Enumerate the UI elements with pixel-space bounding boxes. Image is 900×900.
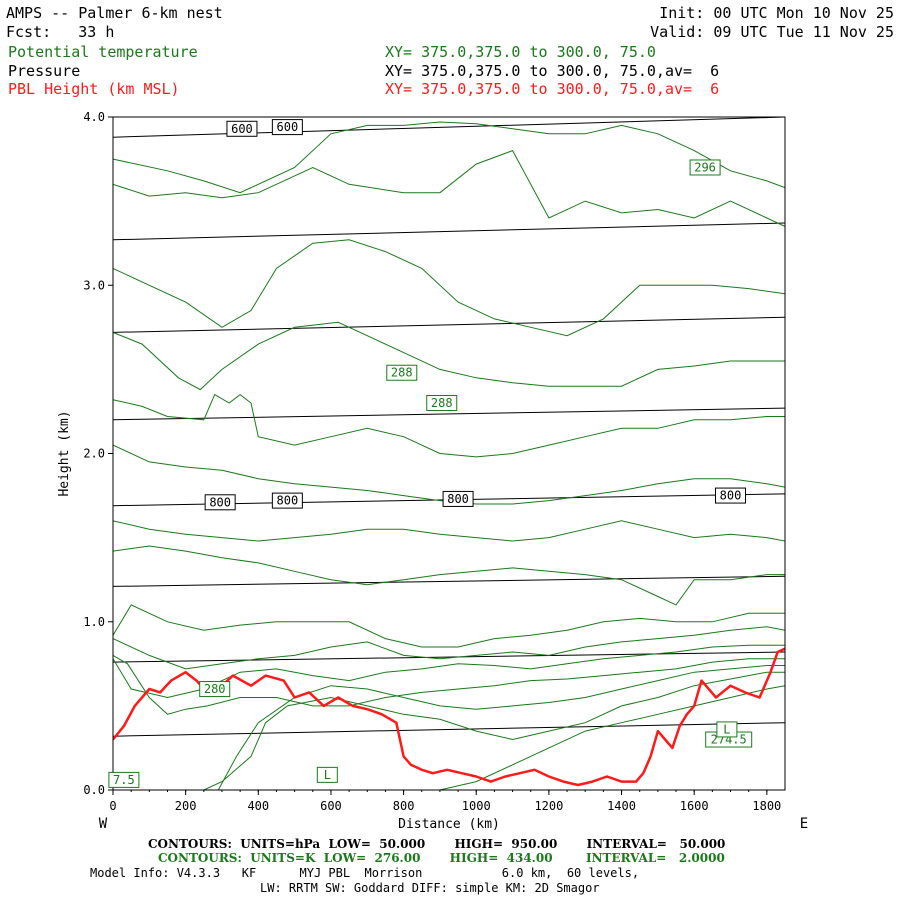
theta-label: 288 — [386, 364, 418, 381]
y-tick-label: 1.0 — [83, 615, 105, 629]
theta-label-text: L — [324, 768, 331, 782]
valid-time: Valid: 09 UTC Tue 11 Nov 25 — [650, 23, 894, 41]
x-tick-label: 200 — [175, 799, 197, 813]
pressure-label-text: 600 — [277, 120, 299, 134]
pressure-label: 600 — [271, 119, 303, 136]
legend-pbl-xy: XY= 375.0,375.0 to 300.0, 75.0,av= 6 — [385, 80, 720, 98]
pressure-contour-600 — [113, 117, 785, 138]
pressure-label-text: 800 — [447, 492, 469, 506]
theta-label-box — [316, 766, 338, 783]
legend-theta-xy: XY= 375.0,375.0 to 300.0, 75.0 — [385, 43, 656, 61]
x-tick-label: 400 — [247, 799, 269, 813]
x-tick-label: 1400 — [607, 799, 636, 813]
theta-contour-15 — [439, 685, 785, 790]
pressure-contour-750 — [113, 407, 785, 421]
theta-label-text: 288 — [391, 366, 413, 380]
theta-label-box — [689, 159, 721, 176]
pressure-label-box — [271, 492, 303, 509]
pressure-contour-850 — [113, 575, 785, 587]
theta-label: 280 — [199, 681, 231, 698]
forecast-hour: Fcst: 33 h — [6, 23, 115, 41]
theta-label: L — [316, 766, 338, 783]
pressure-label: 800 — [271, 492, 303, 509]
theta-contour-7 — [113, 520, 785, 542]
pressure-contour-900 — [113, 651, 785, 663]
theta-contour-3 — [113, 239, 785, 337]
pressure-contour-700 — [113, 316, 785, 333]
y-axis-label: Height (km) — [57, 410, 72, 496]
theta-label-box — [108, 771, 140, 788]
theta-label-text: 7.5 — [113, 773, 135, 787]
west-label: W — [99, 816, 108, 832]
x-tick-label: 1000 — [462, 799, 491, 813]
theta-contour-1 — [113, 121, 785, 194]
footer-contours-pressure: CONTOURS: UNITS=hPa LOW= 50.000 HIGH= 95… — [148, 837, 726, 851]
pressure-label-box — [271, 119, 303, 136]
model-title: AMPS -- Palmer 6-km nest — [6, 4, 223, 22]
theta-label: 296 — [689, 159, 721, 176]
theta-label-box — [426, 395, 458, 412]
x-tick-label: 0 — [109, 799, 116, 813]
y-tick-label: 4.0 — [83, 110, 105, 124]
pressure-label-box — [715, 487, 747, 504]
theta-label-text: 296 — [694, 160, 716, 174]
x-tick-label: 600 — [320, 799, 342, 813]
theta-contour-4 — [113, 321, 785, 391]
theta-label: 288 — [426, 395, 458, 412]
theta-label-box — [386, 364, 418, 381]
pbl-height-line — [113, 647, 785, 787]
x-axis-label: Distance (km) — [398, 817, 500, 832]
footer-contours-theta: CONTOURS: UNITS=K LOW= 276.00 HIGH= 434.… — [158, 851, 725, 865]
footer-physics-info: LW: RRTM SW: Goddard DIFF: simple KM: 2D… — [260, 881, 600, 895]
theta-label-box — [199, 681, 231, 698]
pressure-label-box — [226, 120, 258, 137]
pressure-label: 800 — [204, 494, 236, 511]
legend-pressure-xy: XY= 375.0,375.0 to 300.0, 75.0,av= 6 — [385, 62, 720, 80]
theta-contour-10 — [113, 626, 785, 670]
east-label: E — [800, 816, 808, 832]
pressure-label-text: 800 — [209, 495, 231, 509]
init-time: Init: 00 UTC Mon 10 Nov 25 — [659, 4, 894, 22]
theta-label: 7.5 — [108, 771, 140, 788]
footer-model-info: Model Info: V4.3.3 KF MYJ PBL Morrison 6… — [90, 866, 640, 880]
pressure-label-text: 800 — [277, 494, 299, 508]
theta-label-text: L — [723, 722, 730, 736]
theta-contour-14 — [203, 671, 785, 790]
pressure-label-box — [204, 494, 236, 511]
theta-label-text: 288 — [431, 396, 453, 410]
x-tick-label: 1200 — [534, 799, 563, 813]
pressure-label-text: 600 — [231, 122, 253, 136]
legend-pbl-label: PBL Height (km MSL) — [8, 80, 180, 98]
legend-pressure-label: Pressure — [8, 62, 81, 80]
y-tick-label: 3.0 — [83, 278, 105, 292]
theta-contour-9 — [113, 604, 785, 648]
pressure-label: 800 — [715, 487, 747, 504]
theta-label-box — [716, 721, 738, 738]
theta-contour-2 — [113, 149, 785, 227]
theta-contour-13 — [217, 665, 785, 790]
theta-label: L — [716, 721, 738, 738]
pressure-label-text: 800 — [720, 489, 742, 503]
y-tick-label: 2.0 — [83, 447, 105, 461]
theta-contour-5 — [113, 393, 785, 458]
legend-theta-label: Potential temperature — [8, 43, 198, 61]
pressure-contour-650 — [113, 222, 785, 241]
x-tick-label: 1800 — [752, 799, 781, 813]
theta-contour-12 — [113, 654, 785, 715]
x-tick-label: 800 — [393, 799, 415, 813]
theta-label-text: 280 — [204, 682, 226, 696]
pressure-label: 600 — [226, 120, 258, 137]
pressure-label: 800 — [442, 490, 474, 507]
x-tick-label: 1600 — [680, 799, 709, 813]
theta-contour-8 — [113, 545, 785, 606]
y-tick-label: 0.0 — [83, 783, 105, 797]
pressure-contour-950 — [113, 722, 785, 737]
pressure-label-box — [442, 490, 474, 507]
